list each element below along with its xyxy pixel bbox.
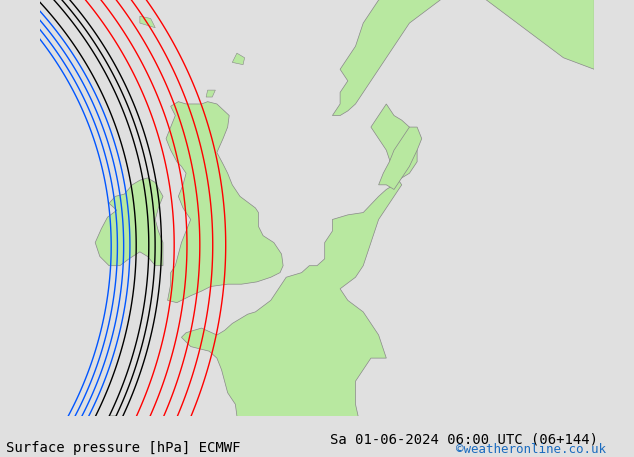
Polygon shape [95,178,163,266]
Polygon shape [232,53,245,65]
Polygon shape [109,416,263,457]
Polygon shape [332,0,594,116]
Polygon shape [181,104,417,451]
Polygon shape [206,90,216,97]
Text: Surface pressure [hPa] ECMWF: Surface pressure [hPa] ECMWF [6,441,241,455]
Text: ©weatheronline.co.uk: ©weatheronline.co.uk [456,443,607,456]
Text: Sa 01-06-2024 06:00 UTC (06+144): Sa 01-06-2024 06:00 UTC (06+144) [330,433,598,447]
Polygon shape [166,101,283,303]
Polygon shape [378,127,422,190]
Polygon shape [140,16,155,28]
